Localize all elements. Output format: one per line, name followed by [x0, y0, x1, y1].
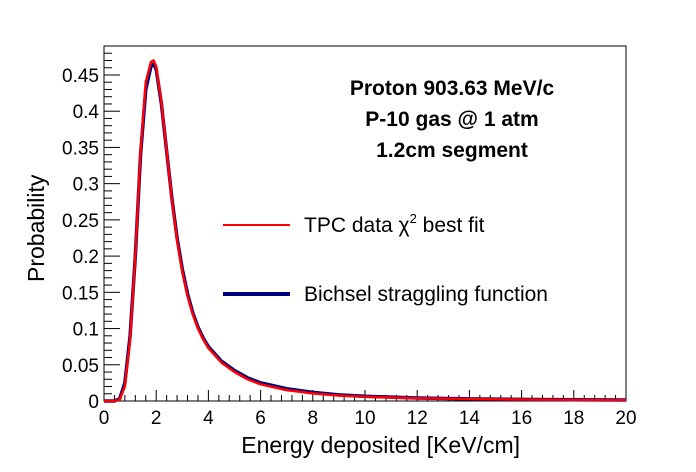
x-tick-label: 2 [151, 408, 162, 429]
y-tick-label: 0.4 [73, 102, 100, 123]
title-line-2: P-10 gas @ 1 atm [365, 108, 538, 131]
legend-label-bichsel: Bichsel straggling function [304, 283, 548, 306]
y-tick-label: 0.15 [62, 283, 99, 304]
y-tick-label: 0.35 [62, 138, 99, 159]
x-tick-label: 8 [308, 408, 319, 429]
x-tick-label: 16 [511, 408, 532, 429]
x-axis-label: Energy deposited [KeV/cm] [241, 432, 520, 458]
y-tick-label: 0.25 [62, 211, 99, 232]
y-axis: 0 0.05 0.1 0.15 0.2 0.25 0.3 0.35 0.4 0.45 [62, 45, 120, 413]
x-tick-label: 18 [563, 408, 584, 429]
x-tick-label: 12 [407, 408, 428, 429]
y-tick-label: 0.05 [62, 356, 99, 377]
x-tick-label: 20 [615, 408, 636, 429]
title-line-3: 1.2cm segment [376, 139, 528, 162]
legend-label-fit-chi: χ [399, 214, 410, 237]
x-tick-label: 10 [354, 408, 375, 429]
y-axis-label: Probability [23, 174, 49, 282]
x-tick-label: 6 [255, 408, 266, 429]
y-tick-label: 0.3 [73, 175, 99, 196]
y-tick-label: 0.2 [73, 247, 99, 268]
legend-label-fit-main: TPC data [304, 214, 399, 237]
y-tick-label: 0.45 [62, 66, 99, 87]
legend-label-fit-rest: best fit [417, 214, 485, 237]
legend-label-fit: TPC data χ2 best fit [304, 211, 485, 237]
y-tick-label: 0.1 [73, 320, 99, 341]
x-tick-label: 4 [203, 408, 214, 429]
series-layer [104, 59, 627, 403]
y-tick-label: 0 [88, 392, 99, 413]
legend-label-fit-sup: 2 [410, 211, 417, 226]
x-tick-label: 0 [99, 408, 110, 429]
title-line-1: Proton 903.63 MeV/c [350, 77, 555, 100]
x-axis: 0 2 4 6 8 10 12 14 16 18 20 [99, 390, 637, 429]
x-tick-label: 14 [459, 408, 481, 429]
tpc-fit-series-line [104, 59, 627, 403]
